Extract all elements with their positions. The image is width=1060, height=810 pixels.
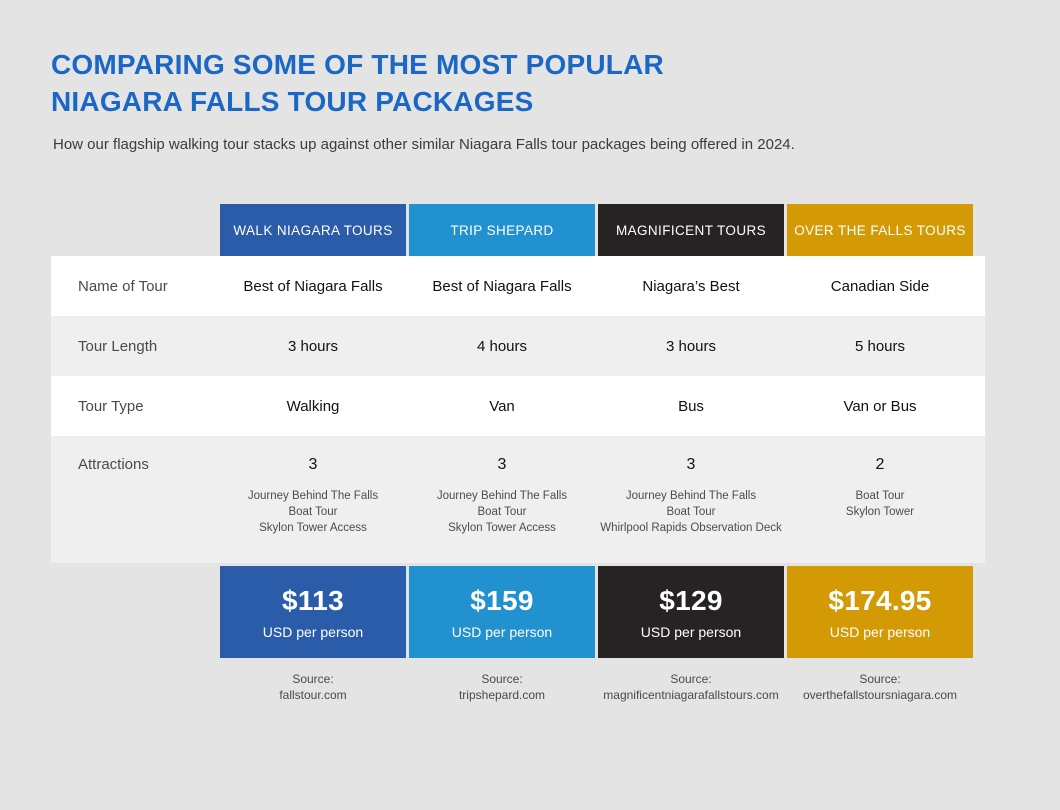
cell-name-of-tour-magnificent: Niagara’s Best bbox=[642, 277, 740, 295]
page-title-line-2: NIAGARA FALLS TOUR PACKAGES bbox=[51, 86, 534, 117]
table-header-row: WALK NIAGARA TOURS TRIP SHEPARD MAGNIFIC… bbox=[220, 204, 973, 256]
attraction-item: Skylon Tower Access bbox=[448, 522, 556, 534]
column-header-trip-shepard: TRIP SHEPARD bbox=[409, 204, 595, 256]
attraction-item: Skylon Tower Access bbox=[259, 522, 367, 534]
attractions-cell-walk: 3 Journey Behind The Falls Boat Tour Sky… bbox=[220, 436, 406, 563]
source-label: Source: bbox=[859, 672, 901, 686]
price-cell-overfalls: $174.95 USD per person bbox=[787, 566, 973, 658]
attraction-item: Whirlpool Rapids Observation Deck bbox=[600, 522, 782, 534]
price-value: $129 bbox=[659, 584, 723, 616]
price-cell-magnificent: $129 USD per person bbox=[598, 566, 784, 658]
attractions-count: 3 bbox=[686, 456, 696, 473]
source-label: Source: bbox=[670, 672, 712, 686]
price-unit: USD per person bbox=[262, 623, 364, 640]
attractions-count: 3 bbox=[497, 456, 507, 473]
attractions-cell-overfalls: 2 Boat Tour Skylon Tower bbox=[787, 436, 973, 563]
price-unit: USD per person bbox=[640, 623, 742, 640]
cell-name-of-tour-overfalls: Canadian Side bbox=[830, 277, 930, 295]
attraction-item: Boat Tour bbox=[855, 490, 905, 502]
cell-tour-type-walk: Walking bbox=[286, 397, 340, 415]
source-cell-trip: Source: tripshepard.com bbox=[409, 671, 595, 703]
price-cell-trip: $159 USD per person bbox=[409, 566, 595, 658]
row-label-name-of-tour: Name of Tour bbox=[78, 277, 168, 295]
source-domain: tripshepard.com bbox=[458, 688, 546, 702]
table-row-name-of-tour: Name of Tour Best of Niagara Falls Best … bbox=[51, 256, 985, 316]
price-value: $174.95 bbox=[828, 584, 932, 616]
table-row-tour-length: Tour Length 3 hours 4 hours 3 hours 5 ho… bbox=[51, 316, 985, 376]
cell-tour-length-overfalls: 5 hours bbox=[854, 337, 906, 355]
attractions-count: 2 bbox=[875, 456, 885, 473]
column-header-over-the-falls-tours: OVER THE FALLS TOURS bbox=[787, 204, 973, 256]
attractions-count: 3 bbox=[308, 456, 318, 473]
source-cell-magnificent: Source: magnificentniagarafallstours.com bbox=[598, 671, 784, 703]
column-header-walk-niagara-tours: WALK NIAGARA TOURS bbox=[220, 204, 406, 256]
attraction-item: Journey Behind The Falls bbox=[247, 490, 379, 502]
attraction-item: Boat Tour bbox=[288, 506, 338, 518]
row-label-attractions: Attractions bbox=[78, 456, 149, 473]
attractions-cell-magnificent: 3 Journey Behind The Falls Boat Tour Whi… bbox=[598, 436, 784, 563]
cell-tour-type-trip: Van bbox=[489, 397, 515, 415]
cell-tour-type-overfalls: Van or Bus bbox=[843, 397, 917, 415]
row-label-tour-length: Tour Length bbox=[78, 337, 158, 355]
row-label-tour-type: Tour Type bbox=[78, 397, 144, 415]
cell-name-of-tour-trip: Best of Niagara Falls bbox=[432, 277, 572, 295]
source-cell-overfalls: Source: overthefallstoursniagara.com bbox=[787, 671, 973, 703]
table-row-source: Source: fallstour.com Source: tripshepar… bbox=[220, 671, 973, 703]
attractions-cell-trip: 3 Journey Behind The Falls Boat Tour Sky… bbox=[409, 436, 595, 563]
page-title-line-1: COMPARING SOME OF THE MOST POPULAR bbox=[51, 49, 664, 80]
cell-tour-length-trip: 4 hours bbox=[476, 337, 528, 355]
source-domain: magnificentniagarafallstours.com bbox=[603, 688, 779, 702]
cell-tour-length-magnificent: 3 hours bbox=[665, 337, 717, 355]
price-unit: USD per person bbox=[451, 623, 553, 640]
attraction-item: Journey Behind The Falls bbox=[625, 490, 757, 502]
attraction-item: Boat Tour bbox=[666, 506, 716, 518]
table-row-attractions: Attractions 3 Journey Behind The Falls B… bbox=[51, 436, 985, 563]
table-row-price: $113 USD per person $159 USD per person … bbox=[220, 566, 973, 658]
price-cell-walk: $113 USD per person bbox=[220, 566, 406, 658]
cell-tour-type-magnificent: Bus bbox=[678, 397, 704, 415]
source-cell-walk: Source: fallstour.com bbox=[220, 671, 406, 703]
cell-tour-length-walk: 3 hours bbox=[287, 337, 339, 355]
price-unit: USD per person bbox=[829, 623, 931, 640]
attraction-item: Journey Behind The Falls bbox=[436, 490, 568, 502]
source-domain: overthefallstoursniagara.com bbox=[802, 688, 958, 702]
price-value: $113 bbox=[282, 584, 344, 616]
column-header-magnificent-tours: MAGNIFICENT TOURS bbox=[598, 204, 784, 256]
attraction-item: Boat Tour bbox=[477, 506, 527, 518]
attraction-item: Skylon Tower bbox=[845, 506, 915, 518]
comparison-table: WALK NIAGARA TOURS TRIP SHEPARD MAGNIFIC… bbox=[51, 204, 985, 703]
source-label: Source: bbox=[481, 672, 523, 686]
price-value: $159 bbox=[470, 584, 534, 616]
page-title: COMPARING SOME OF THE MOST POPULAR NIAGA… bbox=[51, 46, 991, 120]
source-label: Source: bbox=[292, 672, 334, 686]
table-row-tour-type: Tour Type Walking Van Bus Van or Bus bbox=[51, 376, 985, 436]
page-subtitle: How our flagship walking tour stacks up … bbox=[53, 136, 795, 153]
cell-name-of-tour-walk: Best of Niagara Falls bbox=[243, 277, 383, 295]
source-domain: fallstour.com bbox=[279, 688, 347, 702]
